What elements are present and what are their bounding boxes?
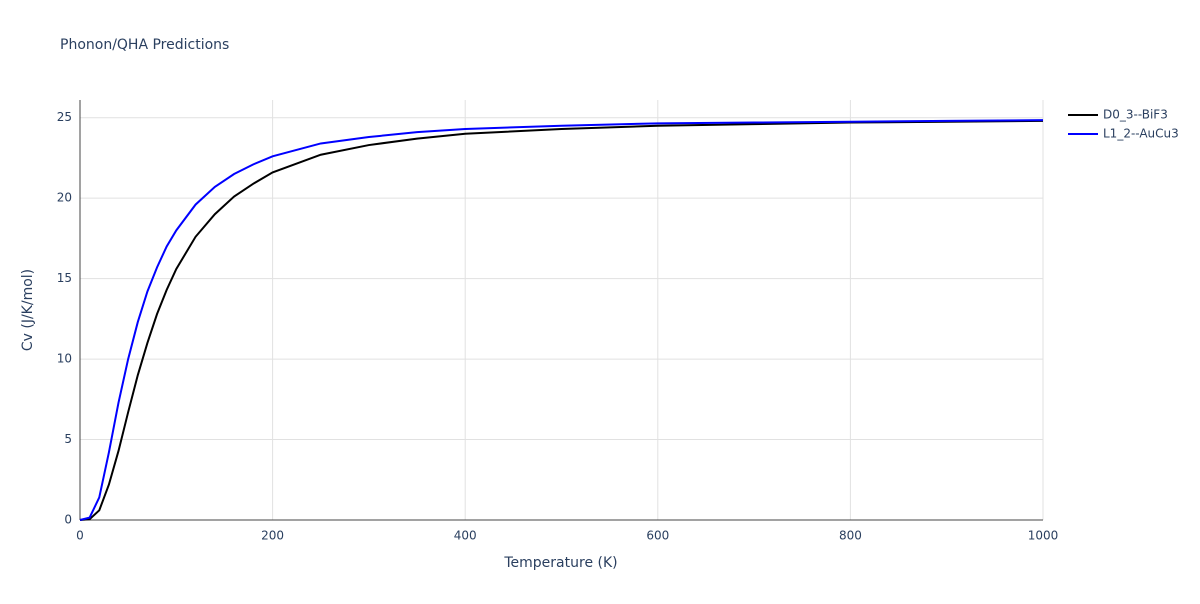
x-tick-label: 800 (839, 529, 862, 543)
y-tick-label: 10 (57, 352, 72, 366)
x-tick-label: 200 (261, 529, 284, 543)
legend-label: D0_3--BiF3 (1103, 108, 1168, 122)
x-tick-label: 0 (76, 529, 84, 543)
x-tick-label: 400 (454, 529, 477, 543)
legend-label: L1_2--AuCu3 (1103, 127, 1179, 141)
y-tick-label: 15 (57, 271, 72, 285)
y-tick-label: 5 (64, 432, 72, 446)
y-tick-label: 20 (57, 191, 72, 205)
line (79, 119, 1044, 521)
y-tick-label: 0 (64, 513, 72, 527)
chart-title: Phonon/QHA Predictions (60, 37, 229, 53)
line (79, 119, 1044, 521)
x-tick-label: 1000 (1028, 529, 1059, 543)
x-axis-label: Temperature (K) (503, 555, 617, 571)
y-axis-label: Cv (J/K/mol) (20, 269, 36, 351)
x-tick-label: 600 (646, 529, 669, 543)
y-tick-label: 25 (57, 110, 72, 124)
